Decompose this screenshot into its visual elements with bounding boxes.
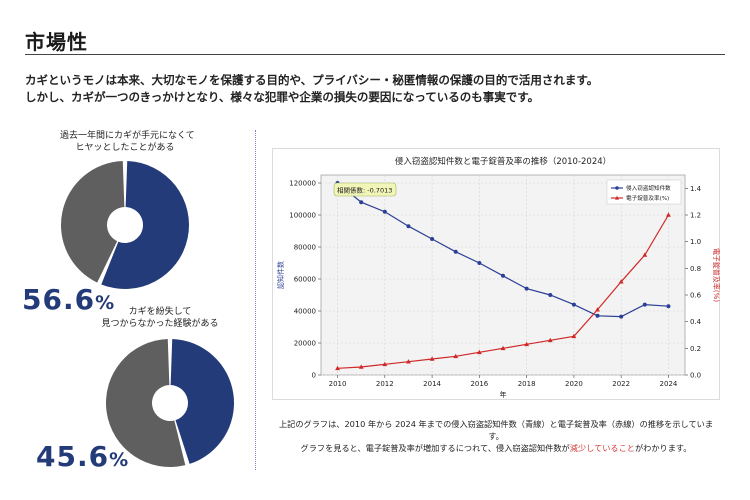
- stat-1-caption-line-2: ヒヤッとしたことがある: [75, 143, 175, 153]
- chart-note: 上記のグラフは、2010 年から 2024 年までの侵入窃盗認知件数（青線）と電…: [272, 418, 720, 454]
- series-2-point: [429, 356, 435, 361]
- y-right-tick-label: 1.0: [690, 238, 701, 246]
- series-1-point: [571, 302, 576, 307]
- x-tick-label: 2016: [470, 380, 488, 388]
- correlation-annotation: 相関係数: -0.7013: [333, 182, 397, 197]
- series-2-point: [571, 333, 577, 339]
- series-2-point: [666, 212, 671, 217]
- series-1-point: [642, 302, 647, 307]
- x-tick-label: 2012: [376, 380, 394, 388]
- series-2-point: [382, 361, 388, 367]
- stat-2-unit: %: [109, 449, 130, 471]
- y-right-tick-label: 0.0: [690, 372, 701, 380]
- y-right-axis-label: 電子錠普及率(%): [712, 248, 721, 302]
- stat-2-value: 45.6%: [36, 440, 129, 473]
- stat-1-unit: %: [95, 292, 116, 314]
- stat-2-donut-primary-slice: [170, 339, 234, 464]
- legend-marker-1: [615, 186, 619, 190]
- x-tick-label: 2014: [423, 380, 441, 388]
- series-2-point: [476, 349, 482, 355]
- stat-2-caption: カギを紛失して 見つからなかった経験がある: [95, 306, 225, 330]
- legend-box: [606, 179, 682, 205]
- series-1-point: [359, 200, 364, 205]
- y-right-tick-label: 1.4: [690, 185, 702, 193]
- series-2-point: [595, 307, 600, 312]
- series-2-point: [547, 337, 553, 343]
- column-separator: [255, 130, 256, 470]
- line-chart: 侵入窃盗認知件数と電子錠普及率の推移（2010-2024） 0 20000 40000…: [276, 156, 721, 399]
- series-2-point: [500, 345, 506, 351]
- x-tick-label: 2020: [565, 380, 583, 388]
- y-left-tick-label: 20000: [294, 340, 316, 348]
- series-1-point: [548, 293, 553, 297]
- series-2-point: [524, 341, 530, 347]
- x-tick-label: 2010: [329, 380, 347, 388]
- stat-2-donut: [105, 339, 234, 467]
- y-left-tick-label: 100000: [289, 212, 316, 220]
- y-left-tick-label: 60000: [294, 276, 316, 284]
- series-2-point: [406, 359, 411, 364]
- series-2-point: [358, 364, 364, 369]
- series-1-point: [430, 237, 435, 241]
- x-tick-label: 2018: [518, 380, 536, 388]
- chart-panel: 侵入窃盗認知件数と電子錠普及率の推移（2010-2024） 0 20000 40000…: [272, 148, 721, 400]
- legend-marker-2: [615, 195, 619, 200]
- stat-1-caption: 過去一年間にカギが手元になくて ヒヤッとしたことがある: [60, 130, 195, 154]
- stat-2-caption-line-2: 見つからなかった経験がある: [101, 319, 219, 329]
- y-left-axis-label: 認知件数: [276, 261, 285, 289]
- stat-2-caption-line-1: カギを紛失して: [128, 307, 192, 317]
- stat-1-caption-line-1: 過去一年間にカギが手元になくて: [60, 131, 195, 141]
- stat-1-donut-primary-slice: [101, 161, 189, 289]
- y-right-tick-label: 0.4: [690, 318, 702, 326]
- intro-text: カギというモノは本来、大切なモノを保護する目的や、プライバシー・秘匿情報の保護の…: [25, 72, 598, 106]
- series-1-point: [666, 304, 671, 309]
- series-1-point: [619, 314, 624, 319]
- x-axis-label: 年: [500, 390, 507, 399]
- series-2-point: [335, 365, 340, 371]
- title-divider: [25, 54, 725, 55]
- series-1-point: [382, 209, 387, 214]
- stat-1-donut: [61, 161, 189, 289]
- intro-line-2: しかし、カギが一つのきっかけとなり、様々な犯罪や企業の損失の要因になっているのも…: [25, 90, 540, 104]
- y-left-tick-label: 120000: [289, 180, 316, 188]
- series-1-point: [453, 249, 458, 254]
- series-2-point: [453, 353, 459, 359]
- annotation-text: 相関係数: -0.7013: [337, 186, 392, 195]
- y-right-tick-label: 0.2: [690, 345, 701, 353]
- series-1-point: [595, 313, 600, 318]
- x-tick-label: 2024: [660, 380, 678, 388]
- chart-note-line-2: グラフを見ると、電子錠普及率が増加するにつれて、侵入窃盗認知件数が減少しているこ…: [272, 442, 720, 454]
- series-1-point: [477, 261, 482, 265]
- series-2-point: [642, 252, 648, 257]
- intro-line-1: カギというモノは本来、大切なモノを保護する目的や、プライバシー・秘匿情報の保護の…: [25, 73, 599, 87]
- y-right-tick-label: 0.6: [690, 292, 702, 300]
- stat-1-number: 56.6: [22, 283, 96, 316]
- series-1-point: [406, 224, 411, 229]
- stat-2-number: 45.6: [36, 440, 110, 473]
- chart-note-line-2-post: がわかります。: [634, 443, 692, 453]
- y-right-tick-label: 1.2: [690, 212, 701, 220]
- y-left-tick-label: 40000: [294, 308, 316, 316]
- chart-title: 侵入窃盗認知件数と電子錠普及率の推移（2010-2024）: [395, 156, 611, 167]
- stat-1-donut-rest-slice: [61, 161, 125, 283]
- chart-note-line-1: 上記のグラフは、2010 年から 2024 年までの侵入窃盗認知件数（青線）と電…: [278, 419, 714, 441]
- series-1-point: [524, 286, 529, 291]
- series-1-point: [501, 273, 505, 278]
- y-left-tick-label: 0: [312, 372, 316, 380]
- legend-label-2: 電子錠普及率(%): [626, 194, 669, 202]
- stat-1-value: 56.6%: [22, 283, 115, 316]
- series-2-point: [618, 279, 624, 284]
- page-title: 市場性: [25, 30, 88, 54]
- annotation-box: [333, 182, 397, 197]
- chart-note-highlight: 減少していること: [569, 443, 635, 453]
- chart-note-line-2-pre: グラフを見ると、電子錠普及率が増加するにつれて、侵入窃盗認知件数が: [300, 443, 570, 453]
- y-right-tick-label: 0.8: [690, 265, 701, 273]
- stat-2-donut-rest-slice: [105, 339, 186, 467]
- y-left-tick-label: 80000: [294, 244, 316, 252]
- x-tick-label: 2022: [612, 380, 630, 388]
- legend-label-1: 侵入窃盗認知件数: [626, 184, 671, 192]
